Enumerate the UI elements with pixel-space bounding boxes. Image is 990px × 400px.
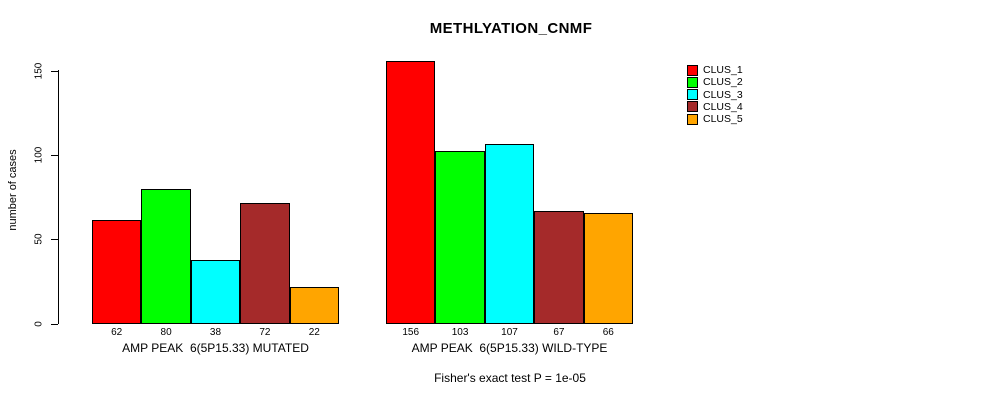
group-label: AMP PEAK 6(5P15.33) MUTATED	[122, 341, 309, 355]
bar-value-label: 67	[553, 327, 565, 338]
y-tick-label: 0	[33, 320, 45, 327]
fisher-test-annotation: Fisher's exact test P = 1e-05	[434, 371, 586, 385]
bar-value-label: 72	[259, 327, 271, 338]
legend-label-clus_3: CLUS_3	[703, 88, 743, 101]
legend-swatch-clus_5	[687, 113, 698, 125]
legend-label-clus_2: CLUS_2	[703, 76, 743, 89]
bar-value-label: 62	[111, 327, 123, 338]
group-label: AMP PEAK 6(5P15.33) WILD-TYPE	[411, 341, 608, 355]
legend-label-clus_1: CLUS_1	[703, 64, 743, 76]
legend-swatch-clus_3	[687, 89, 698, 101]
bar-clus_5-group1	[289, 286, 339, 324]
legend-label-clus_4: CLUS_4	[703, 100, 743, 113]
bar-clus_4-group2	[534, 210, 584, 324]
y-tick-mark	[51, 323, 58, 325]
bar-clus_2-group1	[141, 188, 191, 324]
y-tick-label: 50	[33, 233, 45, 245]
bar-clus_1-group2	[386, 60, 436, 324]
y-tick-mark	[51, 155, 58, 157]
bar-clus_3-group1	[190, 259, 241, 324]
y-tick-label: 100	[33, 146, 45, 164]
bar-value-label: 22	[308, 327, 320, 338]
y-axis-label: number of cases	[7, 149, 19, 231]
y-tick-mark	[51, 71, 58, 72]
legend-swatch-clus_1	[687, 64, 698, 76]
bar-value-label: 156	[402, 327, 420, 338]
bar-value-label: 103	[451, 327, 469, 338]
legend-label-clus_5: CLUS_5	[703, 113, 743, 126]
legend-swatch-clus_2	[687, 76, 698, 88]
bar-clus_1-group1	[92, 219, 142, 324]
bar-value-label: 66	[602, 327, 614, 338]
bar-clus_5-group2	[583, 212, 633, 324]
y-tick-mark	[51, 239, 58, 241]
y-tick-label: 150	[33, 62, 45, 80]
bar-value-label: 107	[501, 327, 518, 338]
bar-clus_2-group2	[435, 150, 485, 324]
bar-value-label: 80	[160, 327, 172, 338]
y-axis-line	[58, 70, 59, 324]
chart-title: METHLYATION_CNMF	[429, 20, 593, 37]
bar-clus_3-group2	[484, 143, 535, 324]
bar-clus_4-group1	[240, 202, 290, 324]
bar-value-label: 38	[209, 327, 222, 338]
legend-swatch-clus_4	[687, 101, 698, 113]
